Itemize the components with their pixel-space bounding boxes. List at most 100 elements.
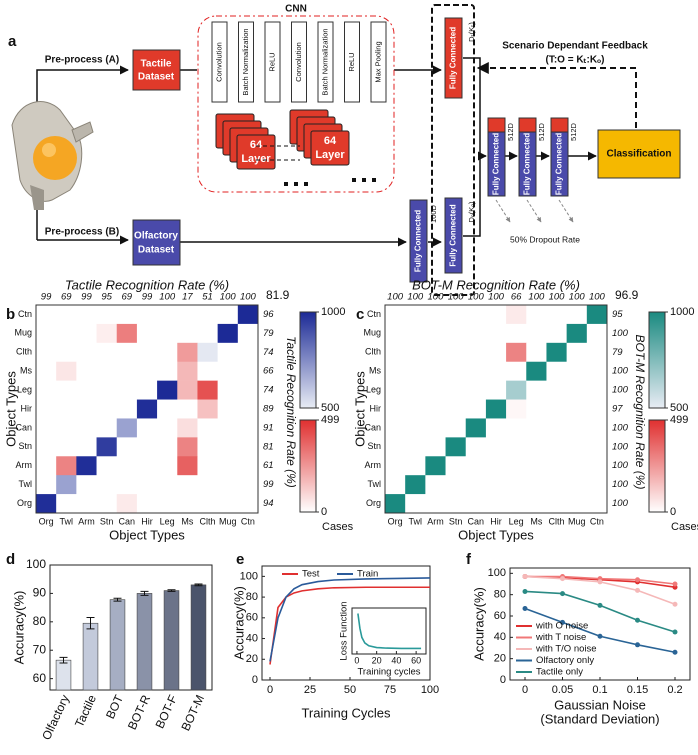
heatmap-cell	[385, 361, 406, 381]
heatmap-cell	[116, 323, 138, 344]
row-rate: 100	[612, 479, 629, 490]
fc-label: Fully Connected	[449, 27, 458, 89]
heatmap-cell	[116, 305, 138, 325]
marker	[672, 601, 678, 607]
x-tick-label: 40	[391, 655, 401, 665]
x-tick-label: Clth	[549, 516, 565, 526]
error-bar	[194, 583, 203, 587]
heatmap-cell	[36, 361, 57, 381]
row-rate: 79	[263, 328, 274, 339]
y-tick-label: Arm	[16, 460, 33, 470]
y-tick-label: Clth	[16, 347, 32, 357]
panel-label: a	[8, 33, 17, 50]
heatmap-cell	[485, 342, 507, 363]
panel-label: b	[6, 306, 15, 323]
row-rate: 95	[612, 309, 623, 320]
column-rate: 100	[549, 292, 566, 303]
heatmap-cell	[465, 475, 487, 495]
y-tick-label: Mug	[14, 328, 32, 338]
colorbar-tick-label: 500	[321, 402, 339, 414]
y-axis-label: Object Types	[3, 371, 18, 447]
fc-dim: Dₜ(Kₜ)	[467, 22, 476, 42]
heatmap-cell	[177, 361, 198, 381]
cnn-layer	[291, 21, 307, 103]
heatmap-cell	[136, 323, 158, 344]
colorbar-tick-label: 1000	[321, 306, 345, 318]
x-tick-label: Stn	[449, 516, 463, 526]
heatmap-cell	[526, 494, 547, 514]
plot-frame	[509, 567, 691, 681]
heatmap-cell	[546, 475, 567, 495]
heatmap-cell	[157, 399, 178, 419]
heatmap-cell	[56, 437, 77, 457]
heatmap-cell	[526, 305, 547, 325]
heatmap-cell	[237, 305, 259, 325]
heatmap-cell	[586, 456, 608, 476]
x-tick-label: 25	[304, 684, 316, 696]
heatmap-cell	[56, 342, 77, 363]
row-rate: 79	[612, 347, 623, 358]
heatmap-cell	[157, 305, 178, 325]
heatmap-cell	[197, 437, 218, 457]
heatmap-cell	[177, 380, 198, 400]
cnn-layer-label: Batch Normalization	[241, 28, 250, 95]
y-tick-label: Can	[364, 422, 381, 432]
heatmap-cell	[217, 494, 239, 514]
heatmap-cell	[56, 323, 77, 344]
heatmap-cell	[217, 342, 239, 363]
fc-dim: 512D	[506, 122, 515, 141]
heatmap-cell	[177, 437, 198, 457]
column-rate: 100	[159, 292, 176, 303]
column-rate: 95	[101, 292, 112, 303]
error-bar	[167, 589, 176, 592]
heatmap-cell	[136, 399, 158, 419]
heatmap-cell	[566, 342, 588, 363]
heatmap-cell	[425, 323, 446, 344]
y-tick-label: 60	[494, 610, 506, 622]
cnn-layer	[317, 21, 334, 103]
heatmap-cell	[217, 380, 239, 400]
fc-group	[431, 4, 475, 296]
x-tick-label: 75	[384, 684, 396, 696]
x-tick-label: 0.2	[667, 684, 682, 696]
row-rate: 100	[612, 422, 629, 433]
heatmap-cell	[157, 437, 178, 457]
heatmap-cell	[465, 456, 487, 476]
cnn-layer	[264, 21, 281, 103]
heatmap-cell	[485, 456, 507, 476]
plot-frame	[35, 304, 259, 514]
legend-label: Tactile only	[536, 667, 583, 678]
heatmap-cell	[465, 399, 487, 419]
heatmap-cell	[197, 380, 218, 400]
row-rate: 94	[263, 498, 274, 509]
heatmap-cell	[586, 494, 608, 514]
layer-label: Layer	[241, 153, 271, 165]
heatmap-cell	[76, 418, 97, 438]
row-rate: 96	[263, 309, 274, 320]
heatmap-cell	[96, 361, 118, 381]
x-tick-label: Ctn	[590, 516, 604, 526]
marker	[522, 574, 528, 580]
heatmap-cell	[385, 475, 406, 495]
heatmap-cell	[506, 456, 527, 476]
heatmap-cell	[56, 399, 77, 419]
heatmap-cell	[546, 494, 567, 514]
heatmap-cell	[197, 418, 218, 438]
heatmap-cell	[465, 437, 487, 457]
heatmap-cell	[56, 475, 77, 495]
panel-label: c	[356, 306, 364, 323]
heatmap-cell	[237, 418, 259, 438]
heatmap-cell	[76, 342, 97, 363]
plot-frame	[384, 304, 608, 514]
colorbar-tick-label: 0	[670, 506, 676, 518]
y-axis-label: Accuracy(%)	[471, 587, 486, 661]
heatmap-cell	[586, 380, 608, 400]
heatmap-cell	[405, 399, 426, 419]
heatmap-cell	[385, 323, 406, 344]
heatmap-cell	[445, 399, 467, 419]
row-rate: 100	[612, 460, 629, 471]
heatmap-cell	[36, 399, 57, 419]
heatmap-cell	[237, 399, 259, 419]
line	[269, 577, 431, 662]
column-rate: 100	[407, 292, 424, 303]
